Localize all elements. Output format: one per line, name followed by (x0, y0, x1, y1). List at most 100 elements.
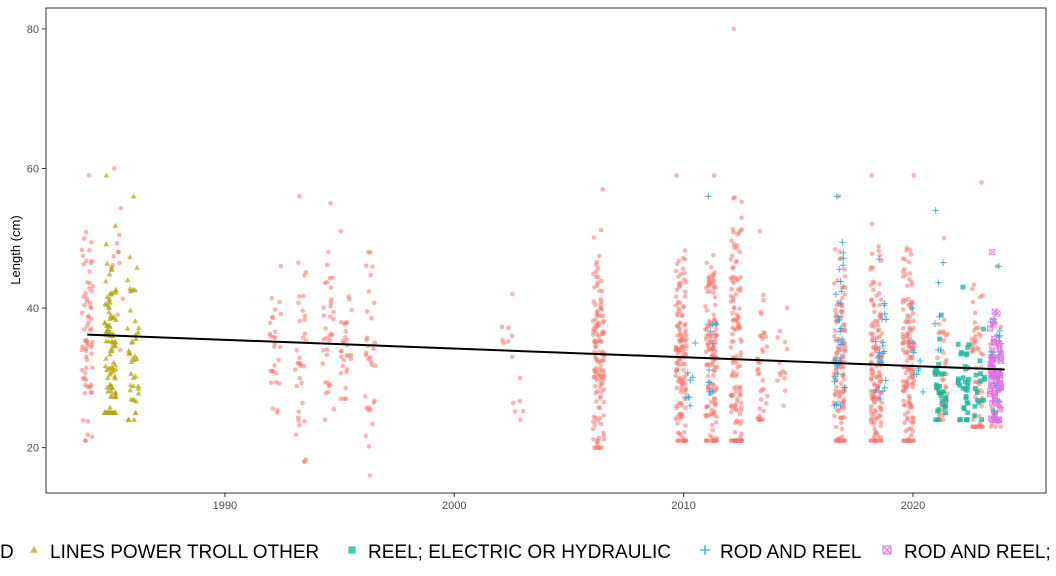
data-point (369, 362, 375, 368)
data-point (710, 438, 716, 443)
data-point (601, 437, 607, 442)
legend-label-1: D (0, 542, 14, 563)
data-point (302, 313, 308, 319)
data-point (601, 399, 607, 405)
data-point (836, 266, 843, 273)
data-point (706, 276, 711, 281)
data-point (84, 357, 90, 363)
series-2-points (101, 172, 142, 422)
data-point (370, 264, 375, 269)
data-point (911, 340, 916, 345)
data-point (323, 326, 328, 331)
data-point (842, 273, 848, 279)
data-point (872, 426, 877, 432)
data-point (89, 351, 95, 356)
data-point (711, 252, 716, 258)
data-point (106, 304, 112, 310)
data-point (510, 291, 515, 297)
data-point (707, 323, 713, 329)
data-point (128, 358, 135, 364)
data-point (328, 285, 334, 290)
data-point (366, 444, 372, 449)
data-point (981, 326, 986, 332)
data-point (300, 400, 305, 406)
data-point (301, 293, 306, 299)
data-point (132, 318, 139, 324)
data-point (900, 325, 906, 331)
data-point (302, 272, 307, 278)
data-point (775, 335, 780, 340)
data-point (89, 240, 94, 245)
data-point (876, 349, 883, 356)
data-point (876, 395, 884, 402)
data-point (932, 370, 938, 376)
data-point (735, 396, 740, 401)
data-point (80, 417, 86, 423)
data-point (600, 319, 606, 325)
data-point (839, 347, 844, 352)
data-point (372, 340, 378, 346)
data-point (296, 300, 301, 306)
data-point (869, 221, 875, 227)
data-point (872, 387, 879, 394)
data-point (683, 390, 688, 395)
data-point (970, 417, 976, 423)
data-point (759, 336, 765, 342)
data-point (371, 346, 376, 352)
data-point (674, 173, 679, 178)
data-point (278, 311, 284, 317)
data-point (739, 227, 745, 233)
data-point (993, 424, 998, 430)
data-point (956, 376, 961, 382)
data-point (130, 193, 137, 199)
data-point (945, 331, 951, 337)
data-point (300, 335, 306, 340)
data-point (910, 429, 916, 434)
data-point (107, 312, 114, 318)
series-1-points (79, 26, 1004, 478)
data-point (714, 435, 719, 441)
data-point (675, 333, 680, 338)
data-point (679, 383, 685, 389)
data-point (837, 256, 843, 262)
data-point (738, 400, 744, 406)
data-point (981, 374, 987, 380)
data-point (130, 383, 137, 389)
data-point (599, 278, 604, 284)
data-point (738, 353, 743, 359)
data-point (712, 316, 717, 322)
data-point (837, 299, 844, 307)
data-point (910, 311, 916, 316)
data-point (757, 371, 762, 376)
data-point (125, 416, 132, 422)
data-point (303, 338, 309, 343)
data-point (338, 396, 344, 402)
data-point (839, 295, 845, 301)
data-point (939, 389, 945, 395)
data-point (133, 355, 140, 361)
data-point (111, 253, 116, 259)
data-point (759, 311, 764, 317)
data-point (988, 424, 994, 430)
data-point (878, 297, 884, 303)
data-point (879, 400, 885, 405)
data-point (935, 279, 942, 286)
data-point (729, 409, 734, 415)
data-point (706, 388, 713, 396)
data-point (764, 393, 770, 399)
data-point (907, 247, 913, 253)
data-point (275, 408, 280, 413)
data-point (674, 385, 680, 391)
data-point (680, 435, 686, 440)
data-point (997, 357, 1004, 364)
data-point (729, 238, 734, 244)
data-point (976, 399, 982, 405)
data-point (87, 385, 92, 390)
data-point (673, 268, 679, 274)
data-point (869, 323, 874, 329)
data-point (734, 258, 740, 264)
data-point (934, 367, 939, 373)
data-point (676, 376, 682, 382)
data-point (840, 373, 845, 378)
data-point (703, 285, 709, 290)
